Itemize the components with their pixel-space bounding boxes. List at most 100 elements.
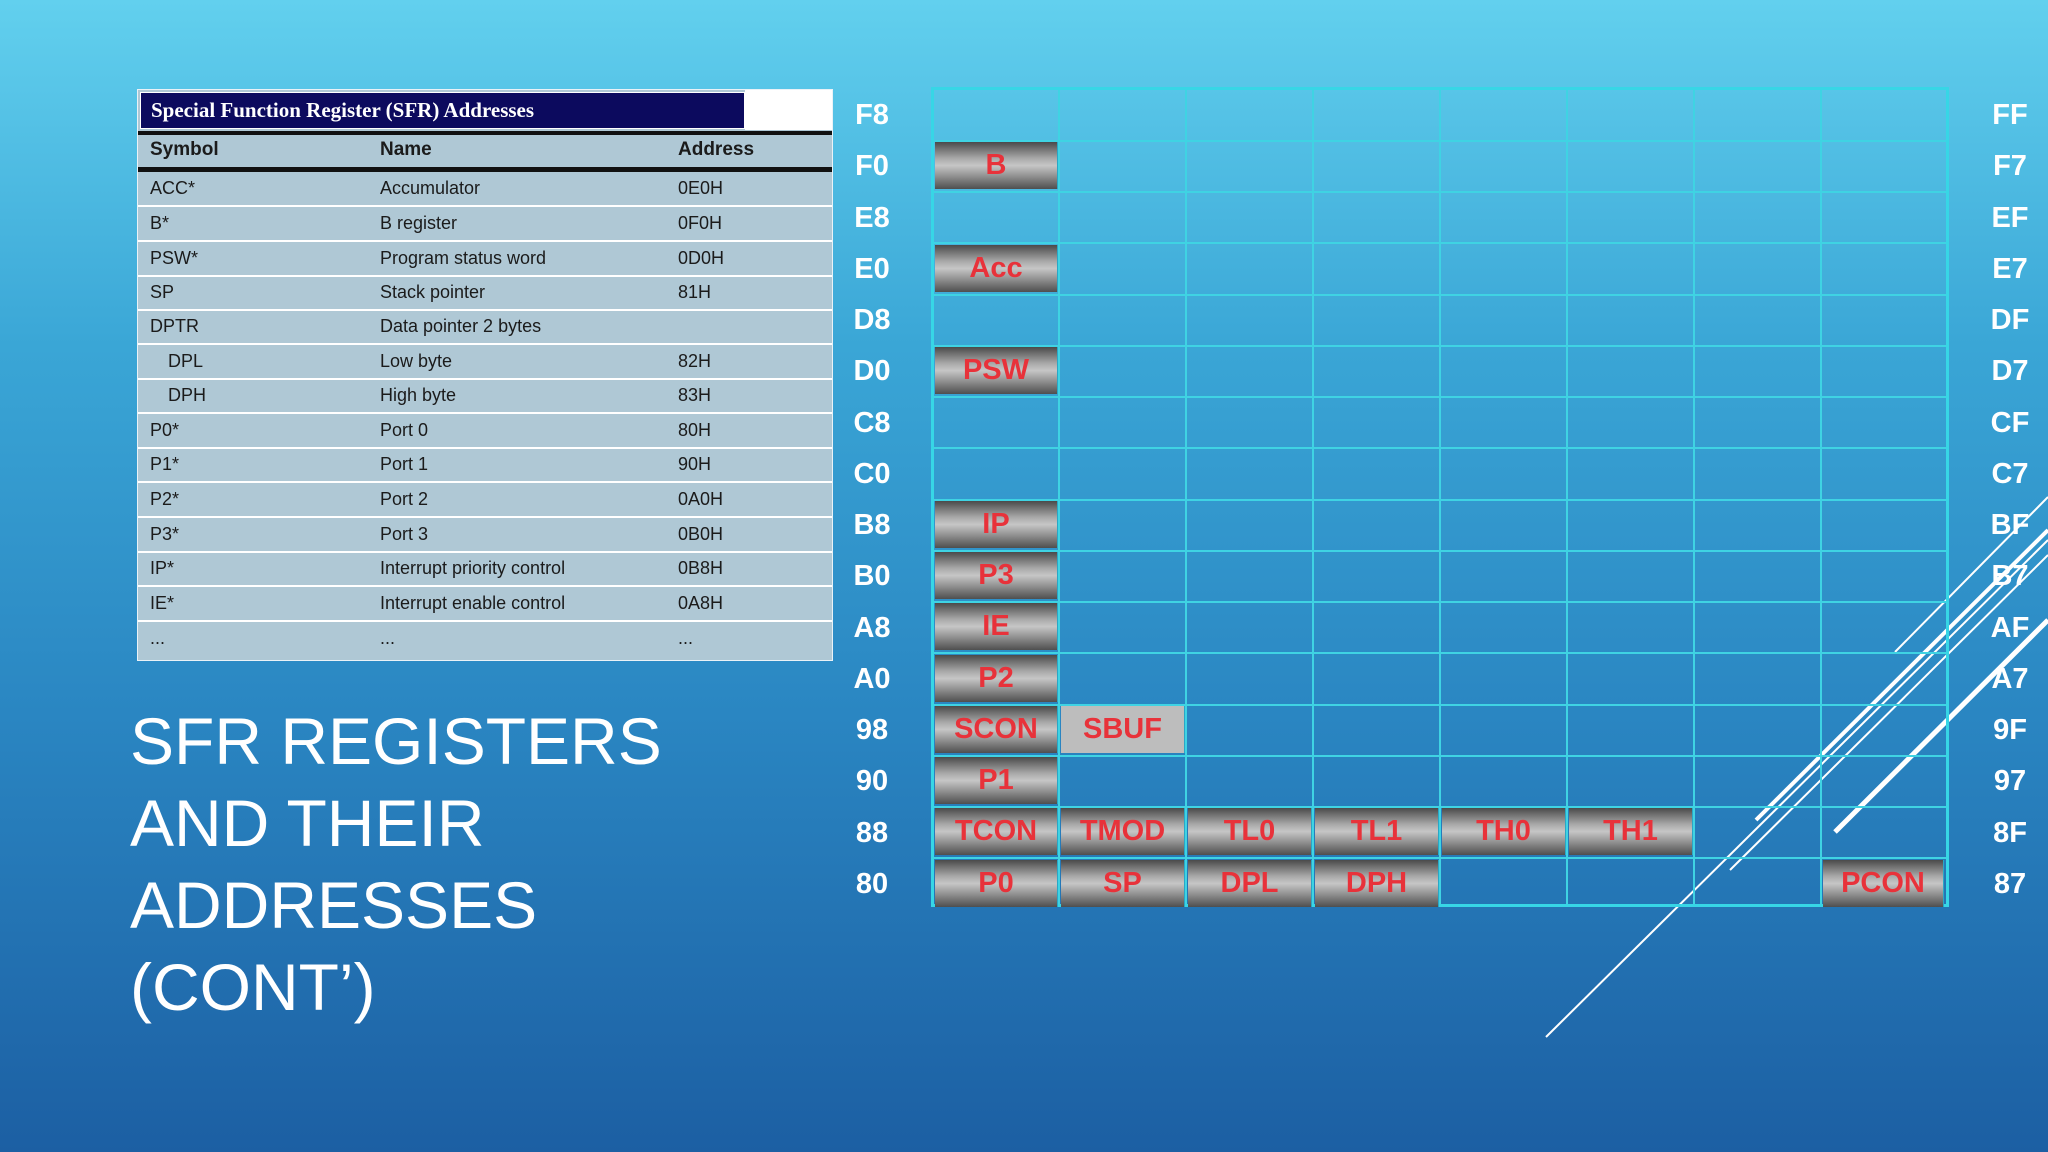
register-tl0: TL0 (1188, 808, 1312, 855)
row-name: Interrupt enable control (380, 593, 566, 613)
register-tmod: TMOD (1061, 808, 1185, 855)
table-header-row: Symbol Name Address (138, 133, 832, 167)
table-row: DPTR Data pointer 2 bytes (138, 310, 832, 345)
table-row: B* B register 0F0H (138, 207, 832, 242)
address-label-left: E8 (854, 202, 890, 234)
row-symbol: P0* (150, 420, 180, 440)
sfr-address-table: Special Function Register (SFR) Addresse… (137, 89, 833, 661)
row-address: 82H (678, 351, 712, 371)
grid-line (934, 345, 1946, 347)
row-address: 90H (678, 454, 712, 474)
sfr-map-grid (931, 87, 1949, 907)
address-label-right: BF (1990, 509, 2030, 541)
row-symbol: IP* (150, 558, 175, 578)
address-label-right: A7 (1991, 663, 2029, 695)
register-acc: Acc (935, 245, 1058, 292)
row-address: 0D0H (678, 248, 725, 268)
row-name: Port 0 (380, 420, 429, 440)
address-label-left: C0 (853, 458, 891, 490)
table-row: DPL Low byte 82H (138, 345, 832, 380)
grid-line (934, 191, 1946, 193)
table-row: IP* Interrupt priority control 0B8H (138, 552, 832, 587)
row-address: 0A0H (678, 489, 724, 509)
address-label-left: 80 (855, 868, 889, 900)
row-name: Low byte (380, 351, 453, 371)
address-label-right: D7 (1991, 355, 2029, 387)
grid-line (934, 652, 1946, 654)
row-symbol: DPH (168, 385, 207, 405)
address-label-left: 88 (855, 817, 889, 849)
slide-title-line: AND THEIR (130, 786, 485, 860)
slide-title: SFR REGISTERS AND THEIR ADDRESSES (CONT’… (130, 700, 690, 1028)
row-name: Program status word (380, 248, 547, 268)
address-label-left: D8 (853, 304, 891, 336)
row-address: 0B8H (678, 558, 724, 578)
grid-line (934, 242, 1946, 244)
table-header-rule-top (138, 131, 832, 135)
grid-line (1312, 90, 1314, 904)
address-label-right: 87 (1993, 868, 2027, 900)
slide-title-line: SFR REGISTERS (130, 704, 662, 778)
register-p3: P3 (935, 552, 1058, 599)
row-symbol: DPL (168, 351, 204, 371)
row-address: 0F0H (678, 213, 723, 233)
address-label-right: FF (1992, 99, 2028, 131)
register-ip: IP (935, 501, 1058, 548)
table-header-rule-bottom (138, 167, 832, 172)
row-symbol: PSW* (150, 248, 199, 268)
register-p0: P0 (935, 860, 1058, 907)
row-name: Interrupt priority control (380, 558, 566, 578)
row-symbol: DPTR (150, 316, 199, 336)
row-symbol: ACC* (150, 178, 196, 198)
grid-line (934, 704, 1946, 706)
row-name: Stack pointer (380, 282, 486, 302)
grid-line (934, 601, 1946, 603)
row-address: ... (678, 628, 694, 648)
address-label-right: B7 (1991, 560, 2029, 592)
grid-line (1820, 90, 1822, 904)
address-label-left: B0 (853, 560, 891, 592)
address-label-left: A8 (853, 612, 891, 644)
grid-line (934, 755, 1946, 757)
table-row: SP Stack pointer 81H (138, 276, 832, 311)
row-symbol: IE* (150, 593, 175, 613)
table-row: ACC* Accumulator 0E0H (138, 172, 832, 207)
grid-line (1185, 90, 1187, 904)
grid-line (934, 550, 1946, 552)
row-symbol: P1* (150, 454, 180, 474)
table-title-blank (745, 90, 832, 130)
grid-line (934, 447, 1946, 449)
address-label-left: B8 (853, 509, 891, 541)
row-symbol: ... (150, 628, 166, 648)
row-address: 0E0H (678, 178, 724, 198)
address-label-left: F8 (855, 99, 889, 131)
table-row: P0* Port 0 80H (138, 414, 832, 449)
header-symbol: Symbol (150, 139, 219, 160)
row-name: Data pointer 2 bytes (380, 316, 542, 336)
grid-line (1566, 90, 1568, 904)
row-symbol: SP (150, 282, 175, 302)
address-label-right: 97 (1993, 765, 2027, 797)
address-label-left: A0 (853, 663, 891, 695)
register-p2: P2 (935, 655, 1058, 702)
register-tcon: TCON (935, 808, 1058, 855)
register-pcon: PCON (1823, 860, 1944, 907)
address-label-right: CF (1990, 407, 2030, 439)
row-name: B register (380, 213, 458, 233)
table-row: P1* Port 1 90H (138, 448, 832, 483)
register-tl1: TL1 (1315, 808, 1439, 855)
register-dpl: DPL (1188, 860, 1312, 907)
row-name: High byte (380, 385, 457, 405)
register-th0: TH0 (1442, 808, 1566, 855)
address-label-left: E0 (854, 253, 890, 285)
register-psw: PSW (935, 347, 1058, 394)
address-label-right: C7 (1991, 458, 2029, 490)
table-row: PSW* Program status word 0D0H (138, 242, 832, 277)
register-scon: SCON (935, 706, 1058, 753)
address-label-right: F7 (1993, 150, 2027, 182)
address-label-left: 90 (855, 765, 889, 797)
register-p1: P1 (935, 757, 1058, 804)
table-row: IE* Interrupt enable control 0A8H (138, 587, 832, 622)
address-label-right: EF (1991, 202, 2029, 234)
grid-line (934, 857, 1946, 859)
